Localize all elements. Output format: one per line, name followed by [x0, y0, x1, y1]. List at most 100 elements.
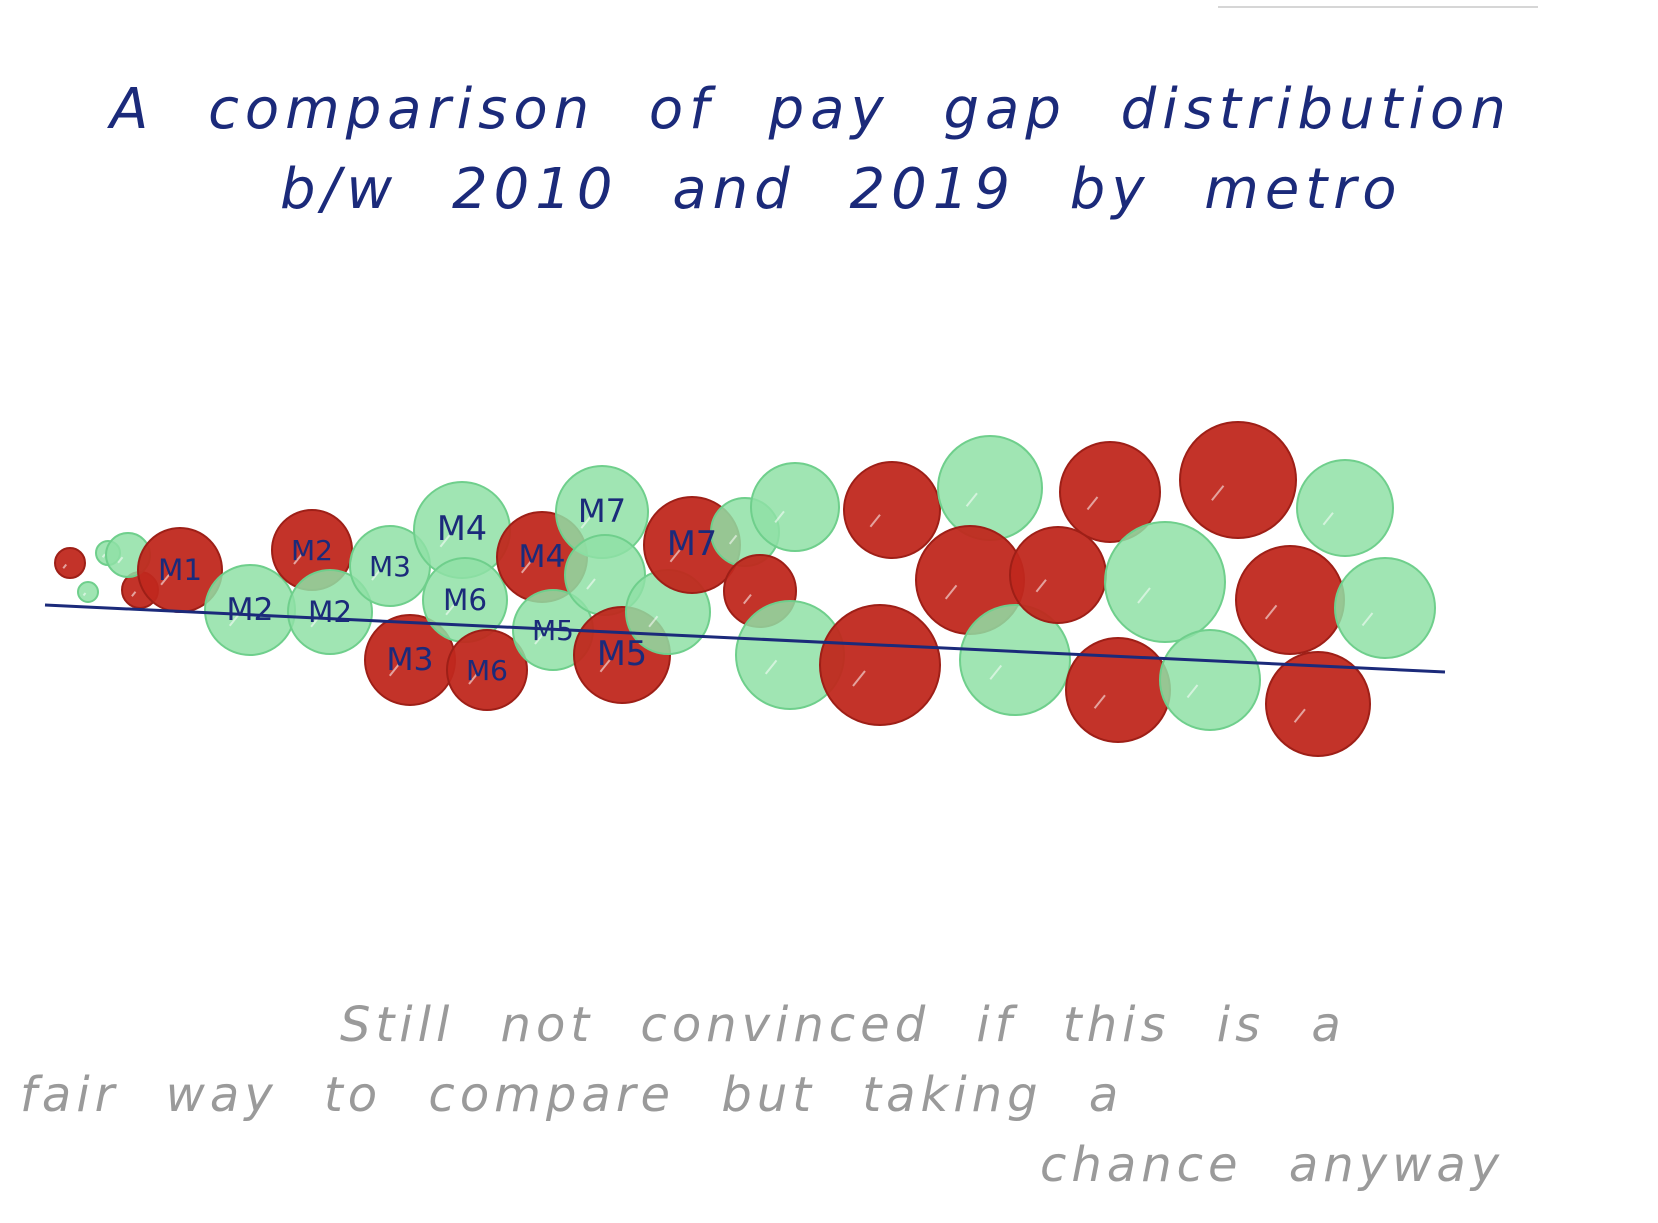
bubble-highlight [869, 514, 881, 528]
bubble-highlight [1293, 708, 1306, 723]
bubble-label-m7: M7 [667, 524, 717, 563]
bubble-highlight [989, 664, 1003, 680]
bubble-38 [1296, 459, 1394, 557]
bubble-highlight [648, 615, 659, 628]
bubble-highlight [101, 553, 106, 558]
bubble-mark [959, 604, 1071, 716]
bubble-label-m5: M5 [597, 634, 647, 673]
bubble-26 [843, 461, 941, 559]
bubble-label-m6: M6 [443, 583, 487, 617]
bubble-highlight [586, 578, 596, 590]
bubble-highlight [1322, 512, 1334, 526]
bubble-highlight [82, 592, 87, 597]
bubble-28 [937, 435, 1043, 541]
bubble-mark [1009, 526, 1107, 624]
bubble-highlight [371, 569, 381, 581]
bubble-highlight [852, 670, 866, 687]
bubble-label-m2: M2 [226, 592, 273, 628]
bubble-highlight [580, 515, 592, 529]
chart-title-line-2: b/w 2010 and 2019 by metro [280, 157, 1403, 222]
bubble-highlight [1093, 694, 1106, 709]
bubble-highlight [599, 659, 611, 673]
bubble-mark [750, 462, 840, 552]
bubble-highlight [534, 633, 544, 645]
bubble-mark [1265, 651, 1371, 757]
bubble-highlight [293, 553, 303, 565]
bubble-mark [77, 581, 99, 603]
bubble-mark [1104, 521, 1226, 643]
bubble-highlight [439, 534, 451, 548]
scan-edge-line [1218, 6, 1538, 8]
bubble-39 [1334, 557, 1436, 659]
bubble-highlight [743, 593, 752, 605]
bubble-label-m3: M3 [369, 550, 411, 583]
bubble-mark [937, 435, 1043, 541]
bubble-highlight [1137, 587, 1151, 604]
bubble-30 [959, 604, 1071, 716]
bubble-mark [1179, 421, 1297, 539]
bubble-highlight [228, 613, 240, 627]
bubble-label-m4: M4 [437, 509, 487, 548]
bubble-mark [1235, 545, 1345, 655]
bubble-27 [819, 604, 941, 726]
baseline-line [44, 603, 1446, 674]
bubble-36 [1179, 421, 1297, 539]
bubble-highlight [1211, 485, 1225, 501]
bubble-highlight [445, 603, 456, 616]
bubble-highlight [944, 584, 958, 600]
bubble-34 [1104, 521, 1226, 643]
handwritten-note: Still not convinced if this is a fair wa… [20, 990, 1620, 1200]
bubble-31 [1009, 526, 1107, 624]
bubble-14 [446, 629, 528, 711]
bubble-highlight [764, 659, 778, 675]
bubble-2 [77, 581, 99, 603]
note-line-1: Still not convinced if this is a [340, 997, 1346, 1053]
bubble-highlight [117, 556, 124, 564]
bubble-mark [1296, 459, 1394, 557]
bubble-highlight [1086, 496, 1099, 511]
bubble-mark [287, 569, 373, 655]
bubble-highlight [160, 573, 171, 586]
bubble-label-m3: M3 [386, 642, 433, 678]
bubble-highlight [62, 563, 68, 569]
bubble-17 [555, 465, 649, 559]
note-line-3: chance anyway [1040, 1137, 1505, 1193]
bubble-23 [750, 462, 840, 552]
bubble-highlight [388, 663, 400, 677]
chart-title-line-1: A comparison of pay gap distribution [110, 77, 1512, 142]
bubble-mark [446, 629, 528, 711]
bubble-9 [287, 569, 373, 655]
bubble-highlight [520, 560, 532, 574]
bubble-highlight [774, 510, 785, 524]
bubble-37 [1235, 545, 1345, 655]
chart-title: A comparison of pay gap distribution b/w… [110, 70, 1610, 230]
bubble-highlight [1361, 612, 1374, 627]
bubble-40 [1265, 651, 1371, 757]
bubble-mark [1159, 629, 1261, 731]
bubble-highlight [965, 492, 978, 507]
bubble-highlight [669, 549, 681, 563]
bubble-label-m4: M4 [518, 539, 565, 575]
bubble-mark [819, 604, 941, 726]
bubble-highlight [1035, 579, 1047, 593]
bubble-label-m2: M2 [308, 595, 352, 629]
note-line-2: fair way to compare but taking a [20, 1067, 1124, 1123]
bubble-label-m1: M1 [158, 553, 202, 587]
bubble-label-m5: M5 [532, 614, 574, 647]
bubble-highlight [1186, 684, 1199, 699]
bubble-label-m6: M6 [466, 654, 508, 687]
bubble-mark [843, 461, 941, 559]
bubble-32 [1059, 441, 1161, 543]
bubble-mark [1059, 441, 1161, 543]
bubble-3 [54, 547, 86, 579]
bubble-label-m7: M7 [578, 492, 626, 530]
bubble-35 [1159, 629, 1261, 731]
bubble-highlight [1264, 604, 1278, 620]
bubble-highlight [468, 673, 478, 685]
bubble-highlight [131, 591, 137, 597]
bubble-label-m2: M2 [291, 534, 333, 567]
bubble-highlight [728, 534, 738, 545]
bubble-chart: M1 M2 M2 M2 M3 M3 M4 M6 M6 M4 M5 M7 M5 M7 [44, 421, 1446, 757]
bubble-mark [1334, 557, 1436, 659]
